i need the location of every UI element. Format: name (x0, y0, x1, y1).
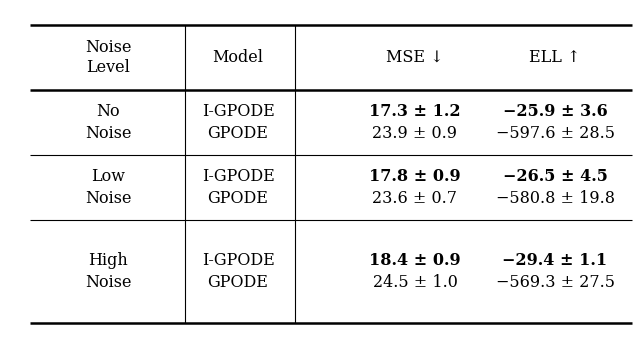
Text: Noise: Noise (84, 190, 131, 207)
Text: −580.8 ± 19.8: −580.8 ± 19.8 (495, 190, 614, 207)
Text: ELL ↑: ELL ↑ (529, 49, 580, 66)
Text: I-GPODE: I-GPODE (202, 103, 275, 120)
Text: 17.8 ± 0.9: 17.8 ± 0.9 (369, 168, 461, 185)
Text: Noise: Noise (84, 125, 131, 142)
Text: Noise: Noise (84, 39, 131, 56)
Text: MSE ↓: MSE ↓ (387, 49, 444, 66)
Text: I-GPODE: I-GPODE (202, 168, 275, 185)
Text: GPODE: GPODE (207, 274, 268, 291)
Text: 17.3 ± 1.2: 17.3 ± 1.2 (369, 103, 461, 120)
Text: −569.3 ± 27.5: −569.3 ± 27.5 (495, 274, 614, 291)
Text: −597.6 ± 28.5: −597.6 ± 28.5 (495, 125, 614, 142)
Text: 23.9 ± 0.9: 23.9 ± 0.9 (372, 125, 458, 142)
Text: 24.5 ± 1.0: 24.5 ± 1.0 (372, 274, 458, 291)
Text: No: No (96, 103, 120, 120)
Text: GPODE: GPODE (207, 190, 268, 207)
Text: Low: Low (91, 168, 125, 185)
Text: Model: Model (212, 49, 264, 66)
Text: −29.4 ± 1.1: −29.4 ± 1.1 (502, 252, 607, 269)
Text: −25.9 ± 3.6: −25.9 ± 3.6 (502, 103, 607, 120)
Text: −26.5 ± 4.5: −26.5 ± 4.5 (502, 168, 607, 185)
Text: Noise: Noise (84, 274, 131, 291)
Text: 23.6 ± 0.7: 23.6 ± 0.7 (372, 190, 458, 207)
Text: 18.4 ± 0.9: 18.4 ± 0.9 (369, 252, 461, 269)
Text: Level: Level (86, 59, 130, 76)
Text: I-GPODE: I-GPODE (202, 252, 275, 269)
Text: GPODE: GPODE (207, 125, 268, 142)
Text: High: High (88, 252, 128, 269)
